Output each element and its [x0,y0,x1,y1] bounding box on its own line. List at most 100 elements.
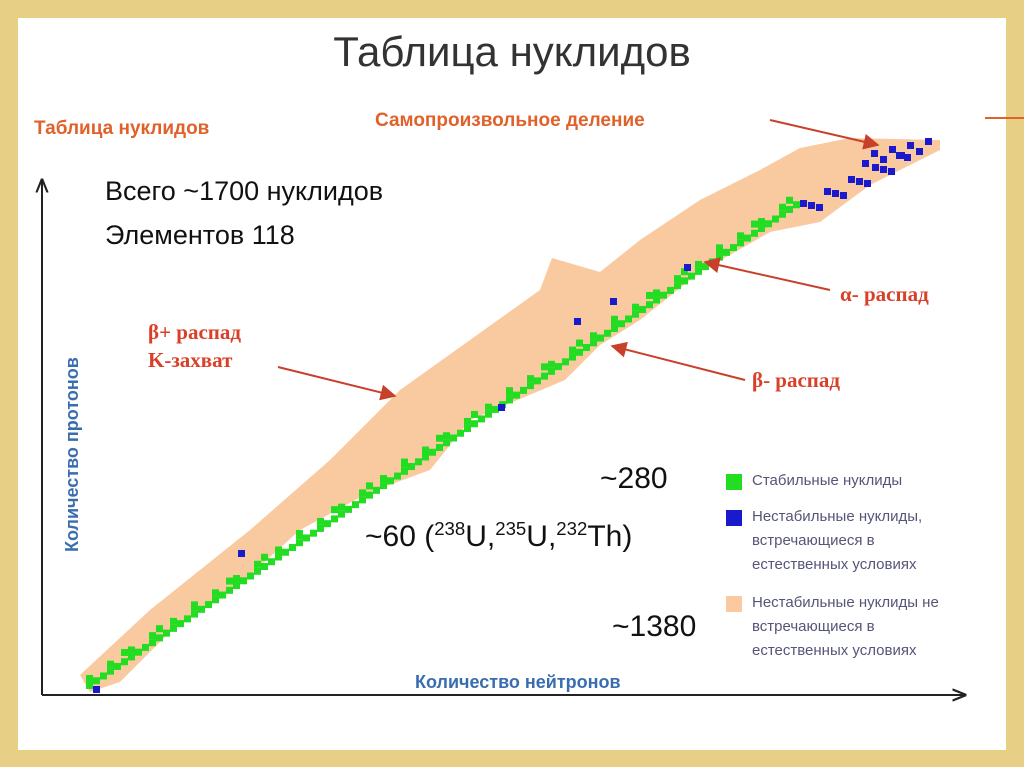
nuclide-cell [562,358,569,366]
nuclide-cell [632,303,639,311]
annotation: Элементов 118 [105,220,295,250]
legend-line: Нестабильные нуклиды не [752,594,939,611]
nuclide-cell [856,178,863,185]
nuclide-cell [862,160,869,167]
slide-title: Таблица нуклидов [333,28,691,75]
nuclide-cell [282,548,289,556]
nuclide-cell [681,277,688,285]
nuclide-cell [880,166,887,173]
nuclide-cell [359,496,366,504]
nuclide-cell [716,253,723,261]
nuclide-cell [498,404,505,411]
nuclide-cell [345,505,352,513]
nuclide-cell [352,501,359,509]
nuclide-cell [597,334,604,342]
nuclide-cell [128,653,135,661]
nuclide-cell [275,553,282,561]
nuclide-cell [695,267,702,275]
nuclide-cell [261,563,268,570]
nuclide-cell [492,405,499,413]
nuclide-cell [695,260,702,268]
nuclide-cell [569,353,576,361]
nuclide-cell [226,586,233,594]
nuclide-cell [226,577,233,585]
arrow [277,366,397,401]
legend-swatch [726,474,742,490]
count: ~60 (238U,235U,232Th) [365,518,632,554]
nuclide-cell [625,315,632,323]
nuclide-cell [212,589,219,597]
nuclide-cell [574,318,581,325]
nuclide-cell [443,432,450,440]
nuclide-cell [925,138,932,145]
nuclide-cell [520,386,527,394]
annotation: β+ распад [148,320,242,344]
annotation: β- распад [752,368,841,392]
legend-item: Нестабильные нуклиды, встречающиеся в есте… [752,505,922,577]
nuclide-cell [548,367,555,375]
nuclide-cell [824,188,831,195]
nuclide-cell [888,168,895,175]
nuclide-cell [331,506,338,514]
nuclide-cell [128,646,135,654]
count-text: U, [465,520,496,553]
nuclide-cell [359,489,366,497]
nuclide-cell [338,510,345,518]
nuclide-cell [373,486,380,494]
nuclide-cell [240,577,247,585]
nuclide-cell [100,672,107,680]
nuclide-cell [840,192,847,199]
nuclide-squares [86,138,932,693]
legend-item: Стабильные нуклиды [752,469,902,493]
nuclide-cell [786,196,793,204]
nuclide-cell [380,482,387,490]
nuclide-cell [198,605,205,613]
nuclide-cell [457,429,464,437]
nuclide-cell [191,603,198,611]
nuclide-cell [149,632,156,640]
nuclide-cell [569,346,576,354]
nuclide-cell [485,403,492,411]
nuclide-cell [604,329,611,337]
nuclide-cell [793,201,800,209]
nuclide-cell [324,520,331,528]
nuclide-cell [338,503,345,511]
nuclide-cell [751,220,758,228]
nuclide-cell [772,215,779,223]
nuclide-cell [86,675,93,682]
nuclide-cell [527,375,534,383]
nuclide-cell [611,325,618,332]
nuclide-cell [191,610,198,618]
nuclide-cell [107,667,114,675]
nuclide-cell [590,339,597,347]
count-text: Th) [587,520,633,553]
nuclide-cell [471,410,478,418]
legend-swatch [726,510,742,526]
nuclide-cell [653,289,660,297]
nuclide-cell [872,164,879,171]
nuclide-cell [156,634,163,642]
nuclide-cell [674,275,681,283]
nuclide-cell [779,203,786,211]
nuclide-cell [394,472,401,480]
nuclide-cell [583,344,590,352]
nuclide-cell [268,558,275,566]
mass-number: 238 [434,518,466,539]
nuclide-cell [464,417,471,425]
nuclide-cell [848,176,855,183]
nuclide-cell [611,318,618,325]
nuclide-cell [135,648,142,656]
annotation: K-захват [148,348,233,372]
nuclide-cell [653,296,660,304]
nuclide-cell [632,310,639,318]
nuclide-cell [889,146,896,153]
count-text: ~60 ( [365,520,435,553]
nuclide-cell [907,142,914,149]
nuclide-cell [401,460,408,468]
nuclide-cell [86,682,93,689]
nuclide-cell [93,686,100,693]
nuclide-cell [471,420,478,428]
nuclide-cell [401,467,408,475]
nuclide-cell [527,382,534,390]
